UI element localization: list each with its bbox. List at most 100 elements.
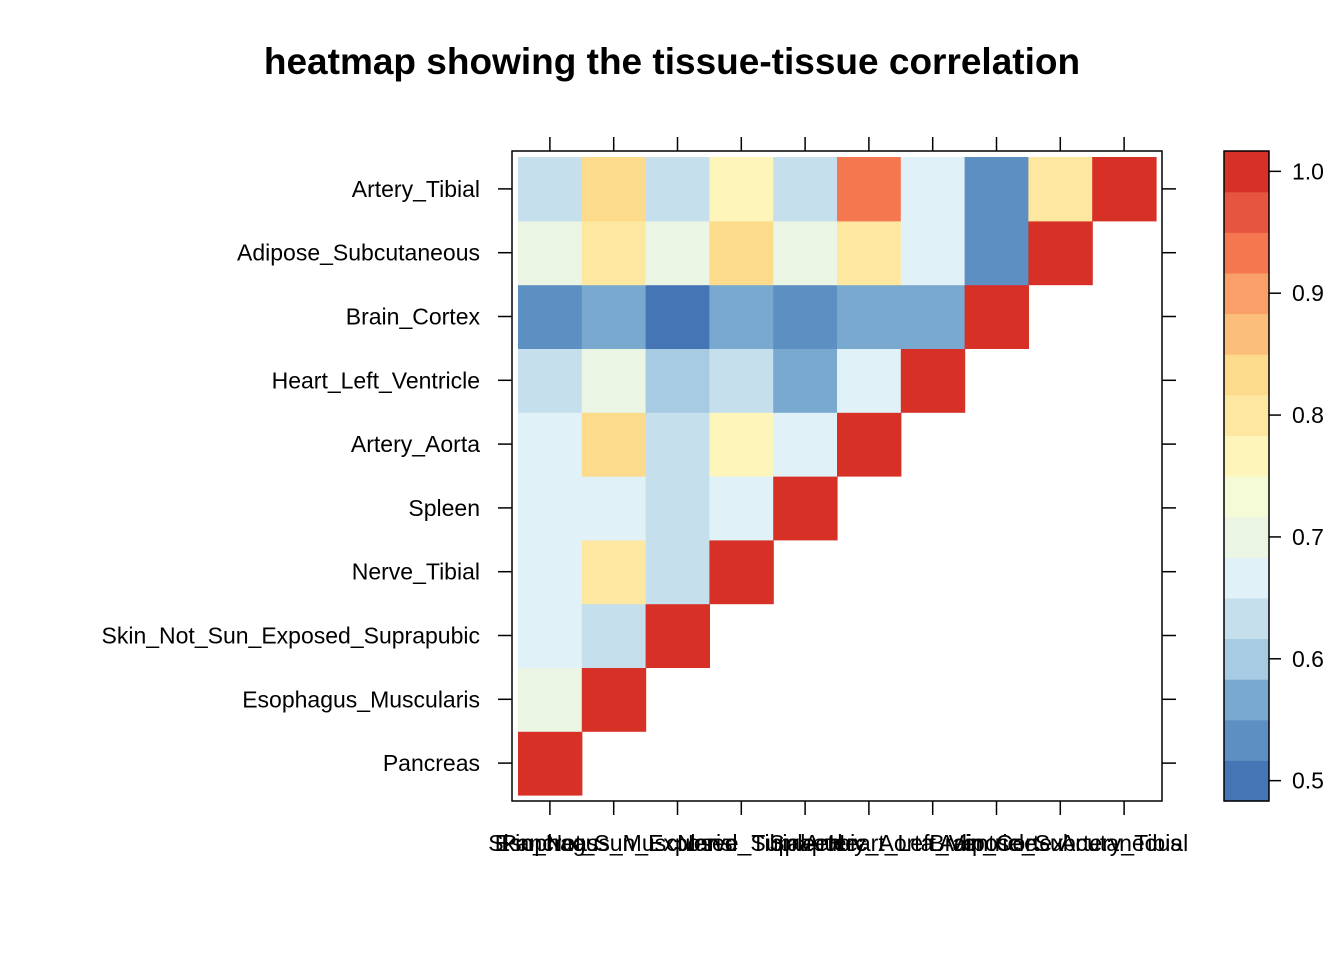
- heatmap-cell-Adipose_Subcutaneous-Nerve_Tibial: [709, 220, 774, 286]
- heatmap-cell-Brain_Cortex-Esophagus_Muscularis: [581, 284, 647, 349]
- heatmap-cell-Artery_Tibial-Brain_Cortex: [964, 157, 1029, 222]
- y-tick-label: Artery_Tibial: [352, 176, 480, 202]
- x-tick-label: Brain_Cortex: [929, 830, 1064, 856]
- colorbar-swatch: [1224, 272, 1269, 315]
- colorbar-swatch: [1224, 638, 1269, 680]
- heatmap-cell-Heart_Left_Ventricle-Heart_Left_Ventricle: [900, 348, 966, 413]
- colorbar-swatch: [1224, 760, 1269, 802]
- y-tick-label: Nerve_Tibial: [352, 559, 480, 585]
- heatmap-cell-Artery_Aorta-Esophagus_Muscularis: [581, 412, 647, 477]
- x-tick-label: Skin_Not_Sun_Exposed_Suprapubic: [488, 830, 867, 856]
- heatmap-cell-Spleen-Skin_Not_Sun_Exposed_Suprapubic: [645, 476, 710, 541]
- colorbar-swatch: [1224, 557, 1269, 599]
- heatmap-cell-Adipose_Subcutaneous-Adipose_Subcutaneous: [1028, 220, 1093, 286]
- y-tick-label: Esophagus_Muscularis: [242, 686, 480, 712]
- heatmap-cell-Esophagus_Muscularis-Esophagus_Muscularis: [581, 667, 647, 732]
- heatmap-cell-Adipose_Subcutaneous-Pancreas: [518, 220, 583, 286]
- heatmap-cell-Nerve_Tibial-Esophagus_Muscularis: [581, 539, 647, 605]
- heatmap-cell-Spleen-Nerve_Tibial: [709, 476, 774, 541]
- x-tick-label: Artery_Aorta: [804, 830, 933, 856]
- heatmap-cell-Pancreas-Pancreas: [518, 731, 583, 796]
- heatmap-cell-Artery_Tibial-Artery_Aorta: [837, 157, 902, 222]
- heatmap-cell-Nerve_Tibial-Skin_Not_Sun_Exposed_Suprapubic: [645, 539, 710, 605]
- colorbar-swatch: [1224, 516, 1269, 558]
- x-tick-label: Pancreas: [501, 830, 598, 856]
- x-tick-label: Artery_Tibial: [1060, 830, 1188, 856]
- heatmap-cell-Heart_Left_Ventricle-Nerve_Tibial: [709, 348, 774, 413]
- colorbar-swatch: [1224, 679, 1269, 721]
- colorbar-swatch: [1224, 597, 1269, 640]
- x-tick-label: Spleen: [769, 830, 841, 856]
- heatmap-cell-Artery_Aorta-Pancreas: [518, 412, 583, 477]
- heatmap-cell-Brain_Cortex-Pancreas: [518, 284, 583, 349]
- heatmap-cell-Brain_Cortex-Brain_Cortex: [964, 284, 1029, 349]
- x-tick-label: Nerve_Tibial: [677, 830, 805, 856]
- colorbar-swatch: [1224, 476, 1269, 518]
- heatmap-cell-Adipose_Subcutaneous-Esophagus_Muscularis: [581, 220, 647, 286]
- heatmap-cell-Skin_Not_Sun_Exposed_Suprapubic-Pancreas: [518, 603, 583, 668]
- heatmap-cell-Heart_Left_Ventricle-Spleen: [773, 348, 838, 413]
- x-tick-label: Esophagus_Muscularis: [495, 830, 733, 856]
- heatmap-cell-Artery_Aorta-Skin_Not_Sun_Exposed_Suprapubic: [645, 412, 710, 477]
- heatmap-cell-Skin_Not_Sun_Exposed_Suprapubic-Esophagus_Muscularis: [581, 603, 647, 668]
- colorbar-swatch: [1224, 191, 1269, 233]
- heatmap-cell-Heart_Left_Ventricle-Pancreas: [518, 348, 583, 413]
- colorbar-swatch: [1224, 313, 1269, 355]
- axes: PancreasPancreasEsophagus_MuscularisEsop…: [102, 137, 1188, 856]
- heatmap-cell-Adipose_Subcutaneous-Spleen: [773, 220, 838, 286]
- heatmap-cell-Heart_Left_Ventricle-Esophagus_Muscularis: [581, 348, 647, 413]
- y-tick-label: Heart_Left_Ventricle: [272, 367, 480, 393]
- heatmap-cell-Artery_Aorta-Spleen: [773, 412, 838, 477]
- colorbar-tick-label: 1.0: [1292, 158, 1324, 184]
- colorbar-tick-label: 0.9: [1292, 280, 1324, 306]
- x-tick-label: Heart_Left_Ventricle: [828, 830, 1036, 856]
- colorbar: 0.5 0.6 0.7 0.8 0.9 1.0: [1223, 150, 1324, 802]
- colorbar-frame: [1223, 150, 1270, 802]
- x-tick-label: Adipose_Subcutaneous: [939, 830, 1182, 856]
- heatmap-cell-Spleen-Spleen: [773, 476, 838, 541]
- plot-frame: [511, 150, 1163, 802]
- heatmap-cell-Brain_Cortex-Artery_Aorta: [837, 284, 902, 349]
- heatmap-cell-Esophagus_Muscularis-Pancreas: [518, 667, 583, 732]
- heatmap-cell-Nerve_Tibial-Nerve_Tibial: [709, 539, 774, 605]
- y-tick-label: Spleen: [408, 495, 480, 521]
- colorbar-tick-label: 0.6: [1292, 646, 1324, 672]
- heatmap-cell-Artery_Tibial-Pancreas: [518, 157, 583, 222]
- heatmap-cell-Artery_Tibial-Adipose_Subcutaneous: [1028, 157, 1093, 222]
- colorbar-swatch: [1224, 354, 1269, 396]
- heatmap-cell-Brain_Cortex-Skin_Not_Sun_Exposed_Suprapubic: [645, 284, 710, 349]
- heatmap-cell-Artery_Tibial-Spleen: [773, 157, 838, 222]
- heatmap-cell-Artery_Aorta-Artery_Aorta: [837, 412, 902, 477]
- heatmap-cell-Heart_Left_Ventricle-Artery_Aorta: [837, 348, 902, 413]
- colorbar-swatch: [1224, 719, 1269, 761]
- y-tick-label: Pancreas: [383, 750, 480, 776]
- heatmap-cell-Artery_Tibial-Nerve_Tibial: [709, 157, 774, 222]
- heatmap-cell-Artery_Tibial-Skin_Not_Sun_Exposed_Suprapubic: [645, 157, 710, 222]
- heatmap-cell-Artery_Tibial-Heart_Left_Ventricle: [900, 157, 966, 222]
- colorbar-tick-label: 0.8: [1292, 402, 1324, 428]
- colorbar-swatch: [1224, 232, 1269, 274]
- colorbar-tick-label: 0.7: [1292, 524, 1324, 550]
- colorbar-swatch: [1224, 151, 1269, 193]
- heatmap-cell-Adipose_Subcutaneous-Heart_Left_Ventricle: [900, 220, 966, 286]
- y-tick-label: Skin_Not_Sun_Exposed_Suprapubic: [102, 623, 481, 649]
- y-tick-label: Artery_Aorta: [351, 431, 480, 457]
- heatmap-cell-Skin_Not_Sun_Exposed_Suprapubic-Skin_Not_Sun_Exposed_Suprapubic: [645, 603, 710, 668]
- y-tick-label: Adipose_Subcutaneous: [237, 240, 480, 266]
- heatmap-cells: [518, 157, 1157, 796]
- colorbar-swatch: [1224, 394, 1269, 437]
- heatmap-cell-Adipose_Subcutaneous-Skin_Not_Sun_Exposed_Suprapubic: [645, 220, 710, 286]
- heatmap-cell-Artery_Tibial-Esophagus_Muscularis: [581, 157, 647, 222]
- heatmap-cell-Nerve_Tibial-Pancreas: [518, 539, 583, 605]
- colorbar-tick-label: 0.5: [1292, 768, 1324, 794]
- heatmap-cell-Artery_Tibial-Artery_Tibial: [1092, 157, 1157, 222]
- y-tick-label: Brain_Cortex: [346, 304, 481, 330]
- heatmap-cell-Brain_Cortex-Nerve_Tibial: [709, 284, 774, 349]
- heatmap-cell-Spleen-Esophagus_Muscularis: [581, 476, 647, 541]
- heatmap-cell-Adipose_Subcutaneous-Artery_Aorta: [837, 220, 902, 286]
- heatmap-cell-Brain_Cortex-Spleen: [773, 284, 838, 349]
- colorbar-swatch: [1224, 435, 1269, 477]
- heatmap-cell-Brain_Cortex-Heart_Left_Ventricle: [900, 284, 966, 349]
- chart-title: heatmap showing the tissue-tissue correl…: [264, 41, 1080, 82]
